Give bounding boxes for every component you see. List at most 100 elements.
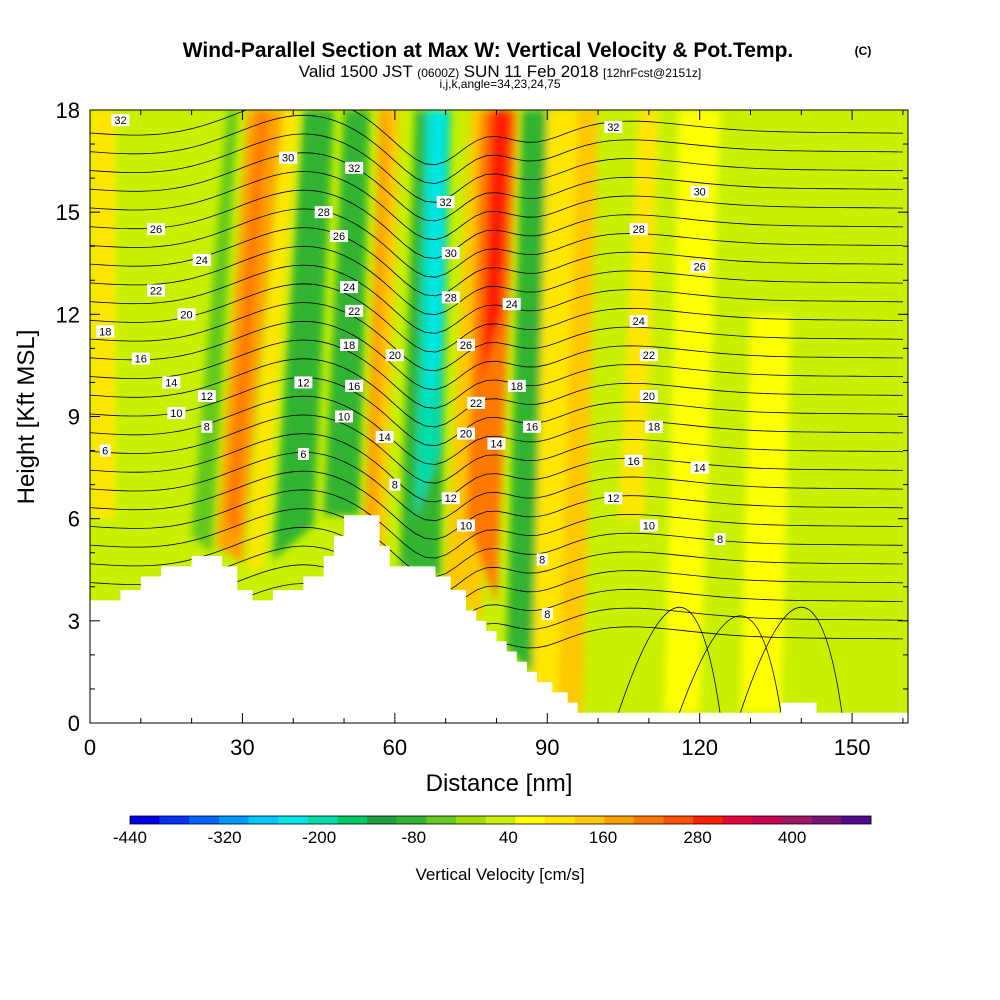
contour-label: 18 <box>340 338 359 352</box>
contour-label-text: 10 <box>170 408 182 420</box>
y-tick-label: 9 <box>68 405 80 430</box>
contour-label: 20 <box>456 427 475 441</box>
contour-label-text: 18 <box>99 326 111 338</box>
colorbar-swatch <box>426 816 457 824</box>
contour-label-text: 30 <box>282 153 294 165</box>
colorbar-swatch <box>752 816 783 824</box>
contour-label-text: 12 <box>201 391 213 403</box>
x-tick-label: 0 <box>84 735 96 760</box>
contour-label-text: 18 <box>343 340 355 352</box>
contour-label-text: 30 <box>445 248 457 260</box>
subtitle-valid: Valid 1500 JST <box>299 62 413 81</box>
contour-label-text: 18 <box>511 381 523 393</box>
velocity-band <box>481 110 512 383</box>
colorbar-swatch <box>130 816 160 824</box>
contour-label: 6 <box>99 444 111 458</box>
chart-indices: i,j,k,angle=34,23,24,75 <box>439 77 560 91</box>
colorbar-swatch <box>544 816 575 824</box>
colorbar-swatch <box>396 816 427 824</box>
contour-label: 18 <box>644 420 663 434</box>
contour-label: 32 <box>345 161 364 175</box>
contour-label: 28 <box>314 206 333 219</box>
contour-label-text: 10 <box>643 520 655 532</box>
contour-label: 20 <box>177 308 196 321</box>
colorbar-swatch <box>515 816 546 824</box>
colorbar-swatch <box>663 816 694 824</box>
velocity-band <box>272 110 334 560</box>
y-tick-label: 6 <box>68 507 80 532</box>
x-tick-label: 60 <box>383 735 407 760</box>
colorbar-swatch <box>189 816 220 824</box>
contour-label-text: 14 <box>379 432 391 444</box>
y-tick-label: 15 <box>56 200 80 225</box>
x-tick-labels: 0 30 60 90 120 150 <box>84 735 871 760</box>
contour-label-text: 22 <box>150 285 162 297</box>
contour-label: 12 <box>197 390 216 403</box>
colorbar-swatch <box>337 816 368 824</box>
colorbar-tick-label: -80 <box>401 828 426 847</box>
colorbar-tick-label: 40 <box>499 828 518 847</box>
terrain <box>90 515 908 723</box>
colorbar-swatch <box>782 816 813 824</box>
theta-contour <box>90 508 903 578</box>
colorbar-swatch <box>456 816 486 824</box>
x-tick-label: 120 <box>681 735 718 760</box>
theta-contour <box>90 526 903 597</box>
colorbar-tick-label: 280 <box>683 828 711 847</box>
theta-contour <box>678 615 782 713</box>
contour-label-text: 26 <box>150 224 162 236</box>
x-tick-label: 90 <box>535 735 559 760</box>
contour-label: 18 <box>96 325 115 338</box>
colorbar-swatch <box>811 816 842 824</box>
theta-contour <box>90 227 903 297</box>
contour-label: 16 <box>624 454 643 468</box>
copyright-mark: (C) <box>855 44 872 58</box>
contour-label-text: 20 <box>389 350 401 362</box>
velocity-band <box>618 110 660 519</box>
contour-label: 14 <box>487 437 506 451</box>
contour-label: 24 <box>502 298 521 311</box>
contour-label: 8 <box>714 533 726 546</box>
contour-label-text: 14 <box>165 377 177 389</box>
theta-contour <box>90 376 903 447</box>
colorbar-swatch <box>633 816 664 824</box>
theta-contour <box>90 470 903 540</box>
contour-label-text: 32 <box>348 163 360 175</box>
contour-label: 20 <box>639 390 658 403</box>
x-axis-title: Distance [nm] <box>426 770 573 797</box>
contour-label: 16 <box>345 379 364 393</box>
potential-temperature-contours <box>90 110 903 713</box>
colorbar-tick-label: -440 <box>113 828 147 847</box>
contour-label: 30 <box>279 151 298 165</box>
contour-label-text: 16 <box>135 354 147 366</box>
contour-label-text: 14 <box>694 463 706 475</box>
y-tick-labels: 0 3 6 9 12 15 18 <box>56 98 80 736</box>
theta-contour <box>90 339 903 409</box>
contour-label: 16 <box>131 352 150 366</box>
chart-title: Wind-Parallel Section at Max W: Vertical… <box>183 39 794 62</box>
colorbar-swatch <box>278 816 309 824</box>
contour-label: 30 <box>690 185 709 199</box>
contour-label-text: 12 <box>607 493 619 505</box>
contour-label-text: 8 <box>544 609 550 621</box>
velocity-band <box>247 110 299 570</box>
contour-label: 28 <box>629 223 648 236</box>
contour-label: 10 <box>167 407 186 420</box>
contour-label-text: 28 <box>633 224 645 236</box>
contour-label-text: 20 <box>180 309 192 321</box>
contour-label: 14 <box>162 376 181 389</box>
contour-label: 26 <box>456 338 475 352</box>
y-axis-title: Height [Kft MSL] <box>13 330 40 505</box>
contour-label: 12 <box>604 492 623 505</box>
contour-label-text: 16 <box>348 381 360 393</box>
velocity-band <box>425 110 446 417</box>
colorbar-swatch <box>248 816 279 824</box>
contour-label-text: 24 <box>343 282 355 294</box>
theta-contour <box>90 170 903 241</box>
theta-contour <box>90 114 903 184</box>
subtitle-forecast: [12hrFcst@2151z] <box>603 66 701 80</box>
contour-label: 32 <box>604 121 623 134</box>
